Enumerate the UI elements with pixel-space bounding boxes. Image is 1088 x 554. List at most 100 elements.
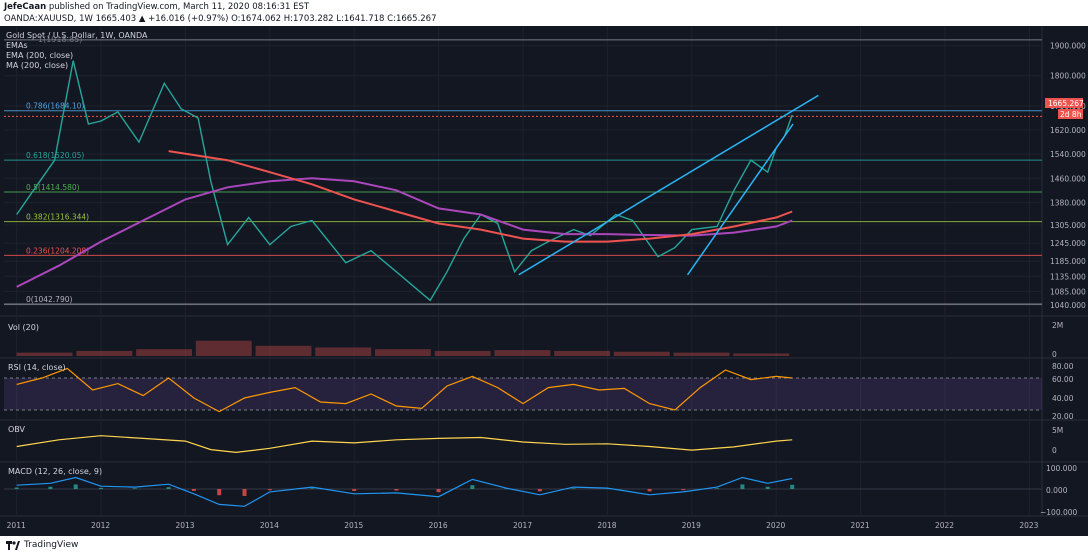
fib-label: 0.382(1316.344) bbox=[26, 213, 89, 222]
y-tick-label: 1185.000 bbox=[1050, 257, 1086, 266]
rsi-tick: 60.00 bbox=[1052, 375, 1074, 384]
y-tick-label: 1800.000 bbox=[1050, 72, 1086, 81]
macd-histogram-bar bbox=[191, 489, 196, 491]
macd-histogram-bar bbox=[352, 489, 357, 491]
volume-bar bbox=[613, 351, 670, 356]
macd-histogram-bar bbox=[790, 484, 795, 490]
chart-canvas[interactable]: 0.786(1684.10)0.618(1520.05)0.5(1414.580… bbox=[0, 26, 1088, 536]
chart-axes: 2011 2012 2013 2014 2015 2016 2017 2018 2019 2020… bbox=[7, 42, 1086, 530]
y-tick-label: 1245.000 bbox=[1050, 239, 1086, 248]
main-title: Gold Spot / U.S. Dollar, 1W, OANDA bbox=[6, 31, 148, 40]
rsi-tick: 20.00 bbox=[1052, 412, 1074, 421]
macd-line bbox=[16, 476, 793, 507]
pane-labels: Gold Spot / U.S. Dollar, 1W, OANDA EMAs … bbox=[6, 31, 148, 476]
x-tick-label: 2021 bbox=[851, 521, 870, 530]
macd-tick: 0.000 bbox=[1046, 486, 1068, 495]
x-tick-label: 2013 bbox=[175, 521, 194, 530]
fibonacci-levels: 0.786(1684.10)0.618(1520.05)0.5(1414.580… bbox=[4, 39, 1042, 305]
x-tick-label: 2014 bbox=[260, 521, 279, 530]
y-tick-label: 1040.000 bbox=[1050, 301, 1086, 310]
vol-tick: 2M bbox=[1052, 321, 1063, 330]
x-tick-label: 2012 bbox=[91, 521, 110, 530]
fib-label: 0.5(1414.580) bbox=[26, 183, 80, 192]
top-fib-label: 1(1918.85) bbox=[38, 35, 82, 44]
series-line-0 bbox=[16, 60, 793, 302]
volume-bar bbox=[733, 353, 790, 356]
rsi-band bbox=[4, 378, 1042, 410]
last-price-label: 1665.267 2d 8h bbox=[1045, 98, 1084, 119]
macd-histogram-bar bbox=[647, 489, 652, 492]
sub-panes bbox=[4, 340, 1042, 507]
macd-histogram-bar bbox=[267, 489, 272, 491]
tradingview-footer: TradingView bbox=[0, 536, 1088, 554]
macd-histogram-bar bbox=[132, 488, 137, 490]
brand-name: TradingView bbox=[24, 540, 79, 550]
volume-bar bbox=[434, 350, 491, 356]
rsi-tick: 80.00 bbox=[1052, 362, 1074, 371]
x-tick-label: 2017 bbox=[513, 521, 532, 530]
series-line-2 bbox=[168, 150, 793, 243]
obv-line bbox=[16, 435, 793, 454]
volume-bar bbox=[255, 345, 312, 356]
macd-histogram-bar bbox=[99, 487, 104, 490]
series-lines bbox=[16, 60, 819, 302]
last-price-text: 1665.267 bbox=[1048, 99, 1084, 108]
symbol-line: OANDA:XAUUSD, 1W 1665.403 ▲ +16.016 (+0.… bbox=[4, 14, 437, 24]
fib-label: 0.786(1684.10) bbox=[26, 102, 84, 111]
vol-tick: 0 bbox=[1052, 350, 1057, 359]
macd-histogram-bar bbox=[394, 489, 399, 491]
fib-label: 0(1042.790) bbox=[26, 295, 72, 304]
indicator-ma200: MA (200, close) bbox=[6, 61, 68, 70]
y-tick-label: 1620.000 bbox=[1050, 126, 1086, 135]
rsi-tick: 40.00 bbox=[1052, 394, 1074, 403]
x-tick-label: 2016 bbox=[429, 521, 448, 530]
macd-histogram-bar bbox=[166, 487, 171, 490]
tradingview-logo-icon bbox=[6, 541, 20, 550]
y-tick-label: 1380.000 bbox=[1050, 198, 1086, 207]
obv-tick: 0 bbox=[1052, 446, 1057, 455]
volume-bar bbox=[315, 347, 372, 356]
chart-grid bbox=[0, 26, 1088, 517]
x-tick-label: 2022 bbox=[935, 521, 954, 530]
y-tick-label: 1540.000 bbox=[1050, 150, 1086, 159]
indicator-emas: EMAs bbox=[6, 41, 28, 50]
macd-histogram-bar bbox=[470, 485, 475, 490]
x-tick-label: 2023 bbox=[1019, 521, 1038, 530]
obv-title: OBV bbox=[8, 425, 26, 434]
obv-tick: 5M bbox=[1052, 426, 1063, 435]
y-tick-label: 1460.000 bbox=[1050, 174, 1086, 183]
volume-bar bbox=[554, 350, 611, 356]
x-tick-label: 2018 bbox=[597, 521, 616, 530]
author-name: JefeCaan bbox=[4, 2, 47, 12]
y-tick-label: 1135.000 bbox=[1050, 272, 1086, 281]
x-tick-label: 2011 bbox=[7, 521, 26, 530]
macd-tick: 100.000 bbox=[1046, 464, 1077, 473]
volume-bar bbox=[374, 349, 431, 356]
rsi-line bbox=[16, 367, 793, 413]
indicator-ema200: EMA (200, close) bbox=[6, 51, 73, 60]
pane-ticks: 2M 0 80.00 60.00 40.00 20.00 5M 0 100.00… bbox=[1040, 321, 1078, 517]
macd-histogram-bar bbox=[681, 489, 686, 491]
volume-bar bbox=[16, 352, 73, 356]
volume-bar bbox=[494, 350, 551, 356]
wedge-upper-line bbox=[518, 94, 819, 276]
macd-histogram-bar bbox=[571, 488, 576, 490]
macd-histogram-bar bbox=[765, 486, 770, 490]
macd-histogram-bar bbox=[537, 489, 542, 492]
rsi-title: RSI (14, close) bbox=[8, 363, 66, 372]
macd-histogram-bar bbox=[436, 489, 441, 493]
x-tick-label: 2020 bbox=[766, 521, 785, 530]
countdown-text: 2d 8h bbox=[1060, 110, 1082, 119]
macd-histogram-bar bbox=[740, 484, 745, 490]
macd-histogram-bar bbox=[48, 486, 53, 490]
macd-histogram-bar bbox=[14, 487, 19, 490]
volume-bar bbox=[673, 352, 730, 356]
last-price-bg bbox=[1045, 98, 1083, 108]
macd-histogram-bar bbox=[715, 488, 720, 490]
vol-title: Vol (20) bbox=[8, 323, 39, 332]
macd-tick: −100.000 bbox=[1040, 508, 1078, 517]
fib-label: 0.236(1204.208) bbox=[26, 246, 89, 255]
publish-header: JefeCaan published on TradingView.com, M… bbox=[0, 0, 1088, 26]
macd-histogram-bar bbox=[242, 489, 247, 496]
y-tick-label: 1305.000 bbox=[1050, 221, 1086, 230]
